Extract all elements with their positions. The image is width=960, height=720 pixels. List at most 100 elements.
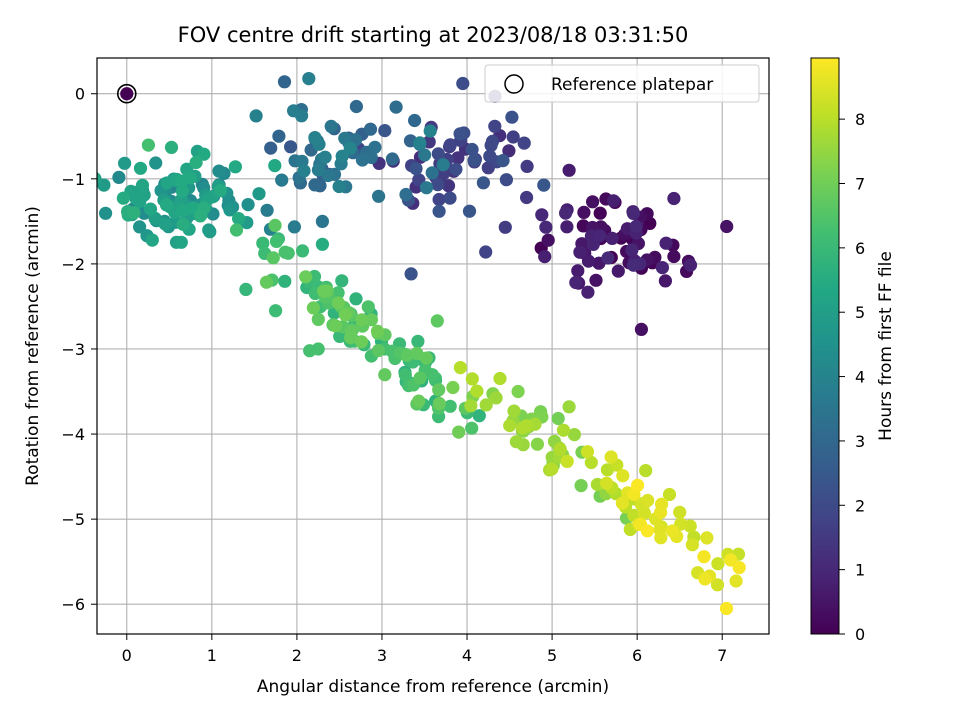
y-tick-label: −1	[61, 170, 85, 189]
data-point	[502, 144, 516, 158]
data-point	[278, 245, 292, 259]
data-point	[539, 220, 553, 234]
data-point	[654, 531, 668, 545]
data-point	[287, 220, 301, 234]
data-point	[315, 214, 329, 228]
data-point	[97, 178, 111, 192]
data-point	[506, 130, 520, 144]
reference-platepar-marker	[116, 83, 137, 104]
data-point	[223, 203, 237, 217]
legend-box	[484, 64, 760, 103]
data-point	[538, 250, 552, 264]
data-point	[698, 572, 712, 586]
data-point	[328, 319, 342, 333]
data-point	[732, 561, 746, 575]
data-point	[658, 274, 673, 288]
data-point	[462, 204, 477, 218]
colorbar-tick-label: 0	[855, 625, 865, 644]
data-point	[212, 164, 226, 178]
data-point	[332, 179, 346, 194]
data-point	[264, 141, 278, 155]
data-point	[331, 296, 345, 310]
data-point	[456, 76, 470, 91]
data-point	[127, 206, 141, 220]
data-point	[239, 282, 253, 296]
data-point	[443, 399, 457, 413]
data-point	[516, 421, 530, 435]
data-point	[141, 138, 155, 152]
data-point	[697, 550, 711, 564]
x-axis-label: Angular distance from reference (arcmin)	[257, 677, 609, 697]
data-point	[451, 151, 465, 165]
reference-data-point	[120, 87, 134, 101]
colorbar-tick-label: 2	[855, 496, 865, 515]
data-point	[425, 166, 439, 180]
data-point	[259, 275, 274, 289]
data-point	[720, 219, 734, 234]
data-point	[631, 478, 645, 492]
x-tick-label: 0	[122, 646, 132, 665]
data-point	[278, 274, 292, 288]
data-point	[581, 254, 596, 268]
data-point	[470, 384, 484, 398]
data-point	[349, 292, 363, 306]
data-point	[308, 178, 322, 192]
data-point	[318, 150, 332, 164]
data-point	[611, 264, 625, 278]
data-point	[363, 122, 378, 136]
y-tick-label: −6	[61, 595, 85, 614]
data-point	[97, 172, 102, 185]
colorbar-tick-label: 4	[855, 368, 865, 387]
x-tick-label: 2	[292, 646, 302, 665]
data-point	[600, 476, 614, 490]
data-point	[560, 454, 574, 468]
y-tick-label: −4	[61, 425, 85, 444]
data-point	[581, 285, 595, 299]
y-tick-label: −2	[61, 255, 85, 274]
data-point	[443, 191, 457, 205]
data-point	[499, 173, 513, 187]
data-point	[625, 243, 639, 257]
data-point	[229, 223, 244, 237]
data-point	[593, 206, 607, 220]
data-point	[489, 391, 503, 405]
data-point	[449, 162, 463, 176]
x-axis-ticks: 0 1 2 3 4 5 6 7	[122, 634, 727, 665]
data-point	[505, 110, 519, 124]
data-point	[399, 187, 413, 202]
data-point	[158, 217, 172, 231]
y-tick-label: 0	[75, 85, 85, 104]
data-point	[378, 124, 392, 138]
data-point	[193, 209, 207, 223]
data-point	[311, 342, 325, 356]
data-point	[496, 154, 510, 168]
data-point	[306, 301, 320, 315]
data-point	[453, 361, 467, 375]
data-point	[277, 75, 292, 89]
data-point	[324, 119, 338, 133]
x-tick-label: 3	[377, 646, 387, 665]
data-point	[637, 506, 652, 520]
legend-label: Reference platepar	[551, 75, 713, 95]
data-point	[571, 264, 585, 278]
data-point	[355, 313, 369, 327]
data-point	[465, 372, 479, 386]
data-point	[249, 109, 263, 123]
data-point	[349, 99, 363, 114]
data-point	[472, 409, 486, 423]
data-point	[175, 184, 189, 198]
data-point	[404, 267, 418, 281]
data-point	[364, 313, 378, 327]
x-tick-label: 5	[547, 646, 557, 665]
data-point	[551, 411, 565, 426]
data-point	[662, 487, 677, 502]
data-point	[535, 208, 549, 222]
data-point	[431, 147, 445, 161]
data-point	[419, 351, 433, 365]
data-point	[476, 176, 490, 190]
data-point	[431, 178, 445, 192]
data-point	[398, 368, 412, 382]
data-point	[311, 163, 325, 177]
data-point	[520, 159, 534, 173]
data-point	[370, 324, 385, 338]
